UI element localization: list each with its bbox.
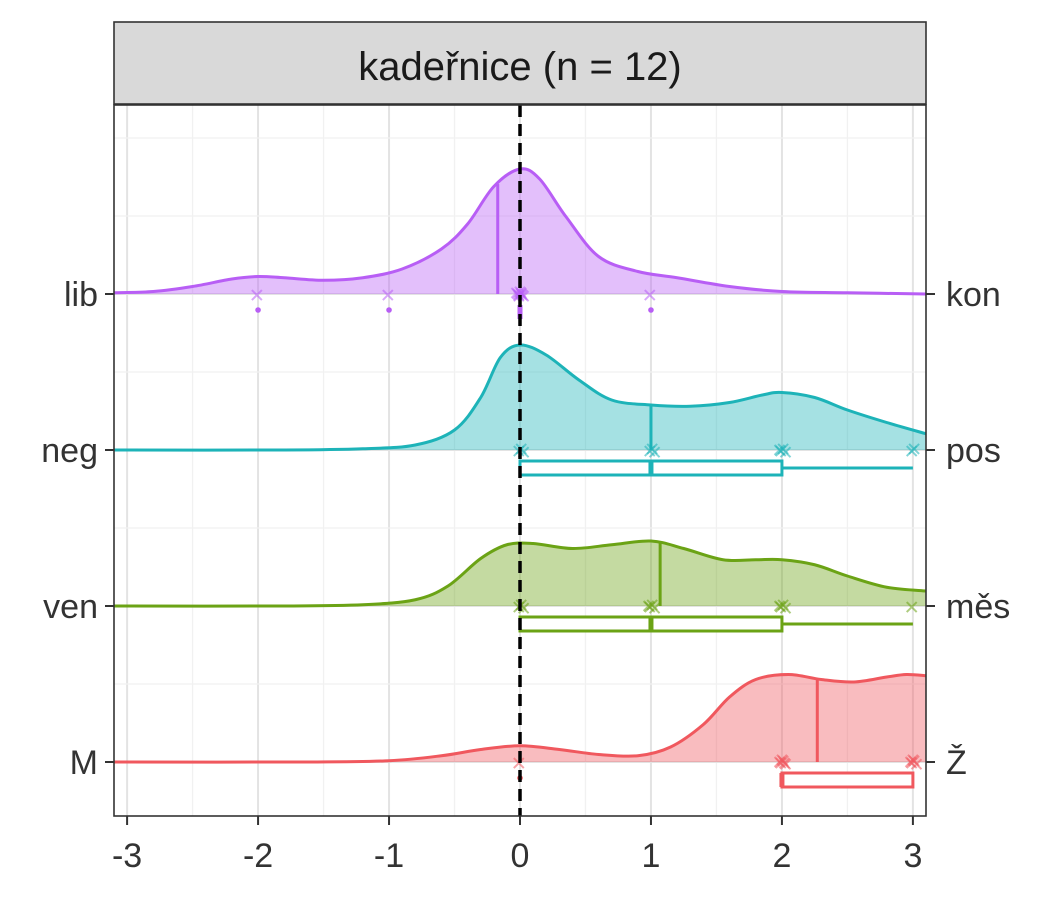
x-tick-label: 2: [772, 837, 791, 875]
axes: -3 -2 -1 0 1 2 3 lib kon neg pos ven měs M Ž: [41, 276, 1010, 875]
x-tick-label: 3: [903, 837, 922, 875]
data-point: [779, 446, 792, 458]
ridge-M: [113, 672, 927, 789]
data-point: [778, 757, 791, 769]
density-line: [113, 167, 927, 296]
data-point: [908, 443, 920, 455]
data-point: [644, 289, 656, 301]
outlier-point: [255, 307, 261, 313]
box: [780, 771, 915, 789]
x-tick-label: -1: [374, 837, 404, 875]
data-point: [648, 446, 661, 458]
data-point: [251, 289, 263, 301]
data-point: [642, 600, 655, 612]
density-line: [113, 343, 927, 452]
data-point: [382, 289, 394, 301]
density-area: [114, 168, 926, 294]
y-label-left: neg: [41, 432, 98, 470]
x-tick-label: 1: [642, 837, 661, 875]
data-point: [779, 602, 792, 614]
data-point: [773, 444, 786, 456]
x-tick-label: -2: [243, 837, 273, 875]
y-label-right: měs: [946, 588, 1010, 626]
x-tick-label: -3: [112, 837, 142, 875]
density-line: [113, 539, 927, 608]
data-point: [905, 601, 918, 613]
density-area: [114, 674, 926, 763]
data-point: [513, 757, 525, 769]
facet-title: kadeřnice (n = 12): [358, 45, 682, 89]
data-point: [648, 602, 661, 614]
y-label-left: lib: [64, 276, 98, 314]
density-area: [114, 540, 926, 607]
x-tick-label: 0: [511, 837, 530, 875]
y-label-right: kon: [946, 276, 1001, 314]
y-label-left: M: [70, 744, 98, 782]
outlier-point: [648, 307, 654, 313]
data-point: [773, 600, 786, 612]
density-line: [113, 672, 927, 764]
data-point: [515, 288, 527, 300]
data-point: [907, 754, 919, 766]
outlier-point: [386, 307, 392, 313]
y-label-left: ven: [43, 588, 98, 626]
facet-strip: kadeřnice (n = 12): [113, 21, 927, 105]
y-label-right: pos: [946, 432, 1001, 470]
y-label-right: Ž: [946, 744, 967, 782]
